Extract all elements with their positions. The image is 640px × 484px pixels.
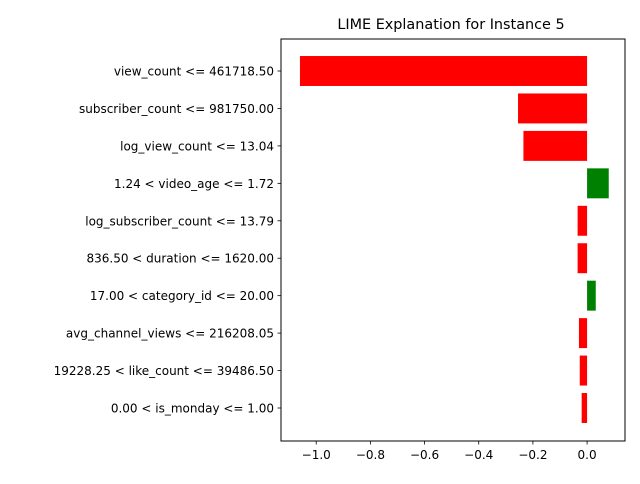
plot-frame	[280, 38, 626, 442]
x-axis: −1.0 −0.8 −0.6 −0.4 −0.2 0.0	[302, 441, 597, 462]
x-tick-label: −0.2	[518, 448, 547, 462]
bar-1	[518, 93, 588, 124]
bar-8	[579, 355, 588, 386]
bar-3	[587, 168, 609, 199]
y-tick-label: log_subscriber_count <= 13.79	[85, 214, 274, 228]
y-tick-label: avg_channel_views <= 216208.05	[66, 327, 274, 341]
y-tick-label: 836.50 < duration <= 1620.00	[86, 252, 274, 266]
bar-7	[578, 318, 588, 349]
x-tick-label: −1.0	[302, 448, 331, 462]
y-tick-label: subscriber_count <= 981750.00	[79, 102, 274, 116]
bar-2	[523, 130, 588, 161]
y-axis: view_count <= 461718.50 subscriber_count …	[54, 65, 281, 416]
bar-4	[577, 205, 588, 236]
bar-0	[299, 56, 588, 86]
y-tick-label: log_view_count <= 13.04	[120, 139, 274, 153]
x-tick-label: −0.4	[464, 448, 493, 462]
bars-layer	[299, 56, 609, 423]
y-tick-label: 0.00 < is_monday <= 1.00	[111, 402, 274, 416]
bar-5	[577, 243, 588, 274]
x-tick-label: −0.6	[410, 448, 439, 462]
y-tick-label: 19228.25 < like_count <= 39486.50	[54, 364, 274, 378]
y-tick-label: 17.00 < category_id <= 20.00	[90, 289, 274, 303]
y-tick-label: 1.24 < video_age <= 1.72	[114, 177, 274, 191]
x-tick-label: 0.0	[578, 448, 597, 462]
y-tick-label: view_count <= 461718.50	[114, 65, 274, 79]
bar-6	[587, 280, 596, 311]
x-tick-label: −0.8	[356, 448, 385, 462]
bar-9	[581, 393, 588, 423]
chart-title: LIME Explanation for Instance 5	[337, 17, 564, 33]
